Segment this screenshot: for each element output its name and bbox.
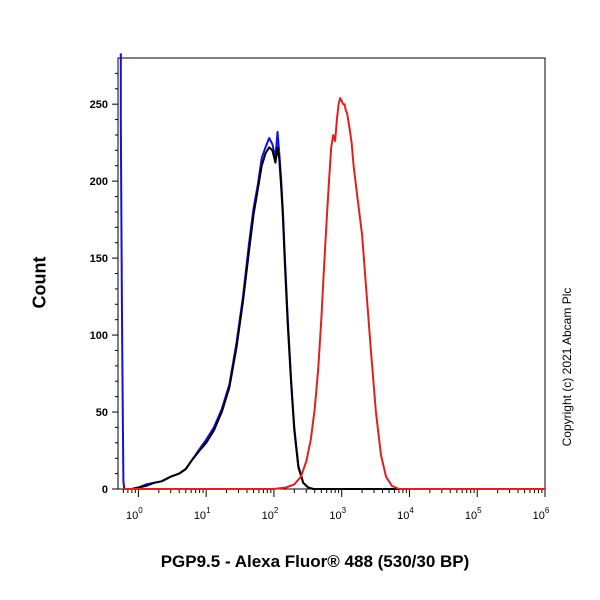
x-tick-label: 102 [262, 506, 279, 522]
unstained-control-line [123, 146, 545, 490]
pgp95-stained-line [123, 97, 545, 490]
x-axis-title: PGP9.5 - Alexa Fluor® 488 (530/30 BP) [160, 552, 470, 571]
x-tick-label: 100 [126, 506, 143, 522]
y-tick-label: 50 [96, 407, 108, 419]
y-tick-label: 150 [90, 253, 108, 265]
x-tick-label: 101 [194, 506, 211, 522]
y-tick-label: 250 [90, 99, 108, 111]
x-tick-label: 106 [533, 506, 550, 522]
isotype-control-line [119, 53, 545, 490]
x-tick-label: 105 [465, 506, 482, 522]
y-tick-label: 200 [90, 176, 108, 188]
x-tick-label: 104 [397, 506, 414, 522]
plot-frame [117, 57, 546, 490]
x-tick-label: 103 [329, 506, 346, 522]
y-tick-label: 100 [90, 330, 108, 342]
y-tick-label: 0 [102, 484, 108, 496]
